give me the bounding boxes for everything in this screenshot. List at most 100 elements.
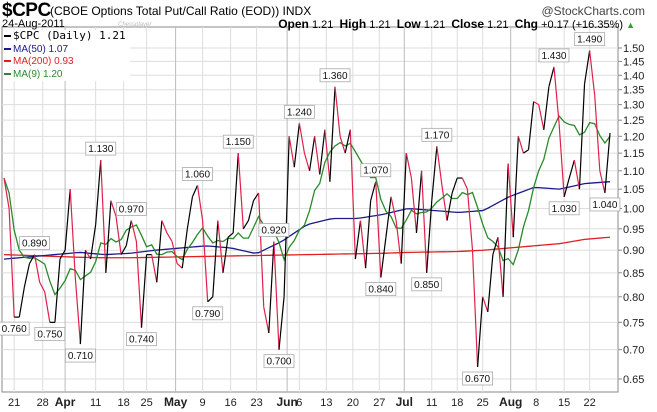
- copyright-link[interactable]: @StockCharts.com: [541, 4, 645, 18]
- y-tick-label: 0.75: [623, 317, 644, 329]
- price-segment: [28, 254, 36, 264]
- y-tick-label: 1.15: [623, 148, 644, 160]
- price-segment: [156, 220, 163, 283]
- price-segment: [69, 189, 76, 278]
- annotation-label: 0.790: [195, 309, 220, 320]
- price-segment: [523, 149, 529, 154]
- annotation-label: 0.670: [465, 374, 490, 385]
- x-tick-label: 15: [558, 397, 570, 409]
- price-segment: [207, 296, 214, 303]
- x-tick-label: 11: [90, 397, 101, 409]
- open-label: Open: [278, 17, 309, 31]
- x-tick-label: 11: [426, 397, 437, 409]
- y-tick-label: 0.70: [623, 345, 644, 357]
- annotation-label: 1.430: [541, 51, 566, 62]
- annotation-box: [222, 134, 254, 149]
- symbol-title: $CPC: [2, 0, 51, 21]
- price-segment: [263, 306, 270, 334]
- low-label: Low: [396, 17, 421, 31]
- y-tick-label: 0.85: [623, 268, 644, 280]
- annotation-box: [0, 321, 30, 336]
- price-segment: [33, 254, 41, 283]
- y-tick-label: 0.65: [623, 374, 644, 386]
- open-value: 1.21: [311, 19, 334, 31]
- price-segment: [222, 237, 229, 273]
- legend-item-ma9: MA(9) 1.20: [4, 69, 126, 82]
- legend-label: $CPC (Daily) 1.21: [13, 29, 126, 42]
- chart-date: 24-Aug-2011: [2, 18, 65, 30]
- price-segment: [278, 296, 285, 350]
- y-tick-label: 1.35: [623, 85, 644, 97]
- annotation-box: [411, 277, 443, 292]
- annotation-box: [548, 201, 580, 216]
- legend-label: MA(9) 1.20: [13, 68, 63, 80]
- price-segment: [100, 160, 107, 273]
- annotation-box: [85, 141, 117, 156]
- legend-swatch: [4, 47, 11, 50]
- y-tick-label: 0.95: [623, 224, 644, 236]
- annotation-box: [462, 371, 493, 386]
- price-segment: [420, 170, 428, 273]
- price-segment: [59, 249, 66, 260]
- price-segment: [166, 232, 173, 242]
- annotation-box: [34, 326, 66, 341]
- price-segment: [471, 250, 479, 368]
- price-segment: [303, 153, 311, 171]
- price-segment: [161, 220, 168, 234]
- x-tick-label: 22: [584, 397, 596, 409]
- x-tick-label: Jul: [396, 395, 413, 409]
- price-segment: [171, 241, 178, 264]
- annotation-box: [182, 167, 213, 181]
- x-tick-label: May: [164, 395, 188, 409]
- price-segment: [431, 146, 438, 201]
- price-segment: [283, 136, 290, 297]
- x-tick-label: 6: [296, 397, 302, 409]
- y-tick-label: 1.50: [623, 43, 644, 55]
- annotation-box: [589, 197, 621, 212]
- price-segment: [258, 192, 265, 307]
- legend-swatch: [4, 72, 11, 75]
- price-segment: [64, 189, 71, 251]
- price-segment: [558, 123, 565, 197]
- annotation-label: 1.170: [424, 130, 449, 141]
- annotation-label: 1.240: [287, 107, 312, 118]
- price-segment: [268, 241, 275, 334]
- price-segment: [426, 200, 433, 273]
- legend-label: MA(50) 1.07: [13, 43, 69, 55]
- price-segment: [227, 232, 234, 238]
- price-segment: [130, 220, 137, 242]
- price-segment: [533, 101, 540, 106]
- x-tick-label: 27: [373, 397, 385, 409]
- annotation-label: 1.130: [88, 144, 113, 155]
- x-tick-label: 18: [451, 397, 463, 409]
- annotation-box: [64, 348, 96, 363]
- annotation-box: [574, 32, 606, 47]
- annotation-box: [365, 282, 397, 296]
- price-segment: [375, 181, 382, 278]
- price-segment: [89, 224, 97, 260]
- price-segment: [583, 50, 591, 84]
- price-segment: [54, 259, 61, 323]
- annotation-box: [115, 202, 147, 216]
- price-segment: [217, 220, 224, 273]
- price-segment: [395, 220, 402, 264]
- price-segment: [405, 153, 412, 179]
- price-segment: [273, 241, 280, 350]
- annotation-label: 1.030: [552, 204, 577, 215]
- y-tick-label: 1.00: [623, 203, 644, 215]
- y-tick-label: 1.40: [623, 70, 644, 82]
- annotation-box: [192, 306, 224, 321]
- price-segment: [202, 220, 209, 302]
- y-tick-label: 1.10: [623, 166, 644, 178]
- price-segment: [110, 200, 117, 217]
- x-tick-label: 20: [347, 397, 359, 409]
- price-segment: [507, 163, 514, 238]
- exchange-label: INDX: [282, 4, 312, 18]
- high-value: 1.21: [369, 19, 391, 31]
- price-segment: [44, 291, 51, 323]
- price-segment: [253, 192, 260, 201]
- price-segment: [151, 254, 158, 283]
- annotation-label: 1.060: [185, 169, 210, 180]
- price-segment: [415, 170, 423, 234]
- price-segment: [3, 177, 10, 209]
